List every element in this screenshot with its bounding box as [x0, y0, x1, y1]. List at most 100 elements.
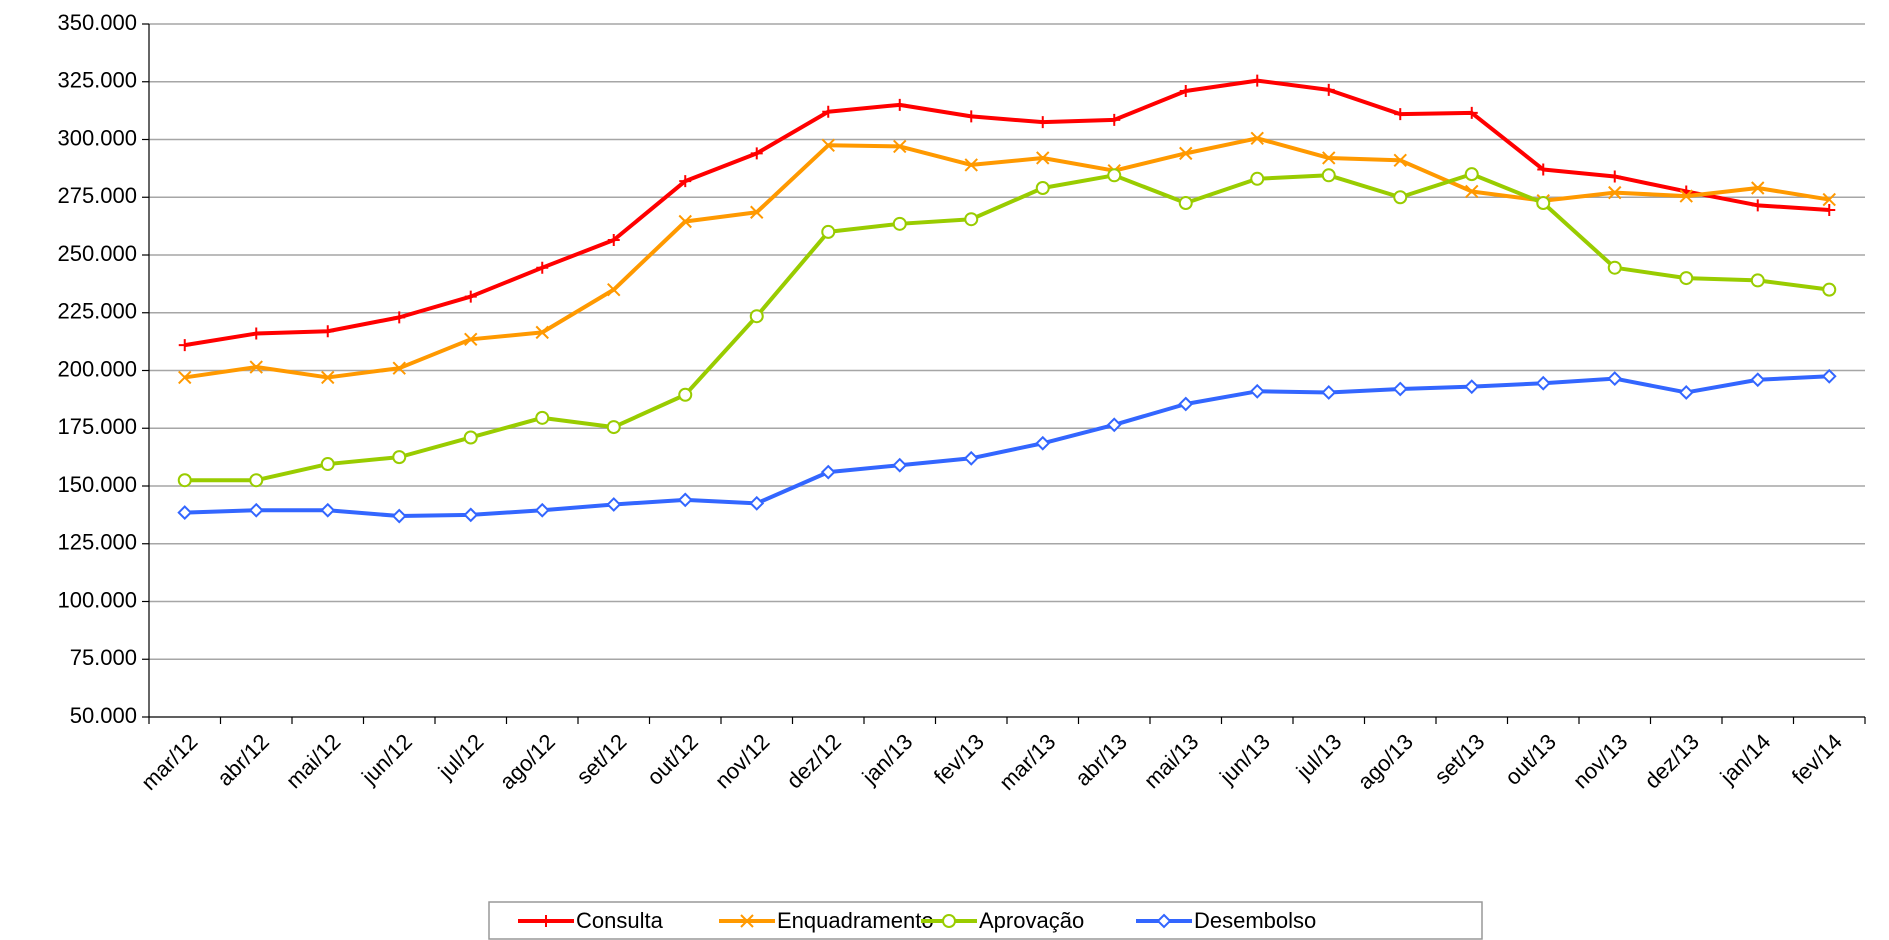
marker — [1821, 368, 1837, 384]
marker — [1107, 168, 1122, 183]
x-tick-label: nov/12 — [710, 729, 774, 793]
marker — [392, 450, 407, 465]
marker — [822, 105, 835, 118]
marker — [1751, 181, 1765, 195]
legend-label: Desembolso — [1194, 908, 1316, 933]
marker — [248, 502, 264, 518]
marker — [178, 370, 192, 385]
marker — [1321, 168, 1336, 183]
marker — [820, 464, 836, 480]
marker — [535, 410, 550, 425]
marker — [393, 311, 406, 324]
marker — [679, 175, 692, 188]
y-tick-label: 75.000 — [70, 645, 137, 670]
marker — [821, 224, 836, 239]
x-tick-label: fev/14 — [1787, 729, 1847, 789]
marker — [1036, 151, 1050, 165]
marker — [177, 505, 193, 520]
marker — [1465, 184, 1479, 199]
legend-label: Aprovação — [979, 908, 1084, 933]
marker — [392, 361, 406, 375]
marker — [1392, 381, 1408, 397]
y-tick-label: 225.000 — [57, 299, 137, 324]
x-tick-label: mai/13 — [1139, 729, 1203, 793]
marker — [391, 508, 407, 524]
marker — [463, 430, 478, 445]
x-tick-label: out/13 — [1500, 729, 1561, 790]
marker — [535, 325, 549, 340]
x-tick-label: jul/12 — [433, 729, 489, 785]
marker — [750, 205, 764, 219]
marker — [1394, 108, 1407, 121]
marker — [606, 497, 622, 512]
marker — [607, 233, 620, 246]
y-tick-label: 350.000 — [57, 10, 137, 35]
y-tick-label: 325.000 — [57, 68, 137, 93]
marker — [249, 473, 264, 488]
marker — [1393, 153, 1407, 167]
x-tick-label: dez/13 — [1640, 729, 1704, 793]
marker — [249, 360, 263, 374]
marker — [1178, 196, 1193, 211]
marker — [942, 914, 956, 928]
marker — [892, 457, 908, 473]
marker — [749, 309, 764, 324]
legend-label: Enquadramento — [777, 908, 934, 933]
marker — [320, 457, 335, 472]
marker — [1822, 192, 1836, 207]
marker — [740, 914, 754, 928]
marker — [1822, 282, 1837, 297]
y-tick-label: 100.000 — [57, 587, 137, 612]
marker — [1250, 131, 1264, 146]
marker — [893, 98, 906, 111]
x-tick-label: mai/12 — [281, 729, 345, 793]
marker — [1322, 83, 1335, 96]
series-line — [184, 374, 1830, 519]
marker — [1751, 199, 1764, 212]
y-tick-label: 125.000 — [57, 530, 137, 555]
marker — [534, 502, 550, 518]
marker — [1179, 146, 1193, 161]
y-tick-label: 175.000 — [57, 414, 137, 439]
marker — [821, 138, 835, 152]
marker — [1108, 113, 1121, 126]
marker — [1608, 170, 1621, 183]
marker — [1464, 379, 1480, 395]
marker — [1536, 196, 1551, 211]
y-tick-label: 150.000 — [57, 472, 137, 497]
marker — [963, 450, 979, 466]
marker — [178, 339, 191, 352]
marker — [1249, 383, 1265, 399]
legend-box — [488, 901, 1483, 940]
marker — [1322, 151, 1336, 165]
marker — [540, 915, 552, 927]
marker — [893, 139, 907, 154]
marker — [1179, 84, 1192, 97]
x-tick-label: dez/12 — [782, 729, 846, 793]
marker — [678, 214, 692, 229]
marker — [1823, 203, 1836, 216]
marker — [1035, 181, 1050, 196]
marker — [1535, 375, 1551, 391]
x-tick-label: nov/13 — [1568, 729, 1632, 793]
marker — [606, 420, 621, 435]
legend-label: Consulta — [576, 908, 664, 933]
marker — [463, 507, 479, 523]
marker — [320, 502, 336, 518]
marker — [964, 158, 978, 172]
marker — [177, 473, 192, 488]
x-tick-label: out/12 — [642, 729, 703, 790]
x-tick-label: fev/13 — [929, 729, 989, 789]
x-tick-label: ago/12 — [495, 729, 560, 794]
marker — [321, 325, 334, 338]
x-tick-label: jan/13 — [857, 729, 918, 790]
marker — [1035, 435, 1051, 451]
marker — [1608, 185, 1622, 200]
marker — [1750, 372, 1766, 388]
marker — [1607, 260, 1622, 275]
y-tick-label: 200.000 — [57, 356, 137, 381]
x-tick-label: set/12 — [571, 729, 631, 789]
marker — [1156, 913, 1172, 929]
marker — [1607, 371, 1623, 386]
marker — [1750, 273, 1765, 288]
